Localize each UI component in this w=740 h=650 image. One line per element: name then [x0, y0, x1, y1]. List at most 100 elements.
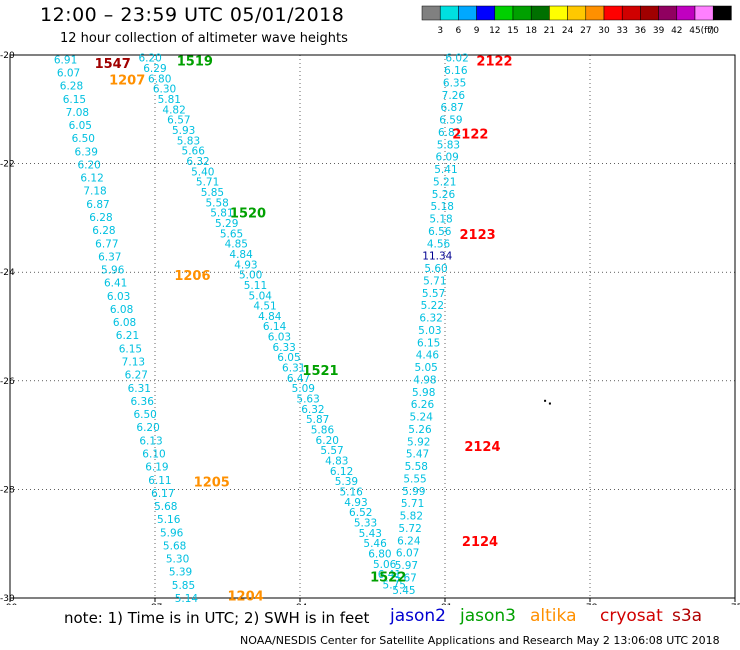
wave-height-value: 6.87: [440, 102, 463, 114]
wave-height-value: 6.80: [148, 73, 171, 85]
wave-height-value: 5.81: [210, 208, 233, 220]
map-frame: [9, 54, 736, 599]
legend-label: 70: [707, 26, 719, 36]
footer-credit: NOAA/NESDIS Center for Satellite Applica…: [240, 634, 720, 647]
wave-height-value: 5.04: [249, 290, 273, 302]
wave-height-value: 5.97: [395, 560, 418, 572]
wave-height-value: 5.26: [432, 189, 456, 201]
wave-height-value: 5.47: [406, 449, 429, 461]
pass-time-label: 1521: [302, 364, 338, 379]
wave-height-value: 6.14: [263, 321, 287, 333]
wave-height-value: 4.84: [229, 249, 253, 261]
wave-height-value: 6.30: [153, 84, 176, 96]
wave-height-value: 4.83: [325, 455, 348, 467]
wave-height-value: 5.58: [405, 461, 428, 473]
wave-height-value: 6.20: [136, 422, 159, 434]
legend-label: 33: [616, 26, 627, 36]
wave-height-value: 6.37: [98, 251, 121, 263]
wave-height-value: 5.85: [201, 187, 224, 199]
pass-time-label: 1207: [109, 73, 145, 88]
wave-height-value: 5.41: [434, 164, 457, 176]
wave-height-value: 6.41: [378, 569, 401, 581]
wave-height-value: 6.20: [77, 159, 100, 171]
wave-height-value: 7.26: [442, 90, 466, 102]
legend-unit: (ft): [701, 26, 715, 36]
island-dot: [548, 402, 551, 405]
legend-label: 6: [456, 26, 462, 36]
legend-label: 42: [671, 26, 682, 36]
wave-height-value: 6.50: [72, 133, 95, 145]
tick-label-lon: -75: [728, 603, 740, 605]
wave-height-value: 4.93: [234, 259, 257, 271]
wave-height-value: 4.93: [344, 497, 367, 509]
tick-label-lon: -81: [438, 603, 453, 605]
wave-height-value: 6.15: [417, 337, 440, 349]
wave-height-value: 6.07: [396, 548, 419, 560]
wave-height-value: 6.41: [104, 278, 127, 290]
wave-height-value: 11.34: [422, 251, 452, 263]
wave-height-value: 5.30: [166, 554, 189, 566]
legend-label: 15: [507, 26, 518, 36]
wave-height-value: 6.21: [116, 330, 139, 342]
wave-height-value: 6.59: [439, 115, 462, 127]
wave-height-value: 5.43: [359, 528, 382, 540]
wave-height-value: 6.16: [444, 65, 468, 77]
wave-height-value: 5.18: [429, 214, 452, 226]
wave-height-value: 5.57: [422, 288, 445, 300]
wave-height-value: 6.47: [287, 373, 310, 385]
pass-time-label: 2124: [462, 535, 498, 550]
wave-height-value: 6.20: [316, 435, 339, 447]
wave-height-value: 4.46: [416, 350, 440, 362]
wave-height-value: 6.29: [143, 63, 166, 75]
tick-label-lat: -30: [0, 594, 15, 604]
wave-height-value: 6.20: [138, 53, 161, 65]
wave-height-value: 6.13: [139, 435, 162, 447]
wave-height-value: 6.28: [60, 81, 83, 93]
mission-label-jason2: jason2: [390, 606, 446, 626]
wave-height-value: 4.56: [427, 238, 451, 250]
wave-height-color-legend: 3 6 9 12 15 18 21 24 27 30 33 36 39 42 45 70(ft): [421, 5, 732, 36]
wave-height-value: 6.09: [435, 152, 458, 164]
wave-height-value: 6.05: [69, 120, 92, 132]
legend-label: 27: [580, 26, 591, 36]
wave-height-value: 7.13: [122, 357, 145, 369]
wave-height-value: 4.98: [413, 374, 436, 386]
wave-height-value: 5.09: [292, 383, 315, 395]
wave-height-value: 5.63: [296, 394, 319, 406]
footer-note: note: 1) Time is in UTC; 2) SWH is in fe…: [64, 609, 370, 627]
wave-height-value: 5.46: [363, 538, 387, 550]
wave-height-value: 6.36: [131, 396, 155, 408]
mission-label-jason3: jason3: [460, 606, 516, 626]
wave-height-value: 6.24: [397, 535, 421, 547]
wave-height-value: 6.28: [92, 225, 115, 237]
wave-height-value: 6.87: [86, 199, 109, 211]
wave-height-value: 5.18: [431, 201, 454, 213]
mission-label-cryosat: cryosat: [600, 606, 663, 626]
wave-height-value: 6.19: [145, 462, 168, 474]
wave-height-value: 7.08: [66, 107, 89, 119]
wave-height-value: 6.39: [75, 146, 98, 158]
wave-height-value: 5.55: [403, 473, 426, 485]
wave-height-value: 5.00: [239, 270, 262, 282]
tick-label-lat: -20: [0, 51, 15, 61]
legend-label: 12: [489, 26, 500, 36]
wave-height-value: 5.16: [157, 514, 181, 526]
wave-height-value: 6.80: [368, 548, 391, 560]
wave-height-value: 6.57: [167, 115, 190, 127]
tick-label-lat: -26: [0, 377, 15, 387]
wave-height-value: 6.77: [95, 238, 118, 250]
wave-height-value: 5.83: [177, 135, 200, 147]
wave-height-value: 6.32: [301, 404, 324, 416]
wave-height-value: 6.32: [186, 156, 209, 168]
wave-height-value: 6.91: [54, 54, 77, 66]
wave-height-value: 6.33: [272, 342, 295, 354]
wave-height-value: 5.58: [205, 197, 228, 209]
wave-height-value: 6.02: [445, 53, 468, 65]
wave-height-value: 6.11: [148, 475, 171, 487]
tick-label-lon: -90: [3, 603, 18, 605]
wave-height-value: 5.68: [154, 501, 177, 513]
legend-label: 9: [474, 26, 480, 36]
tick-label-lat: -22: [0, 160, 15, 170]
wave-height-value: 5.71: [401, 498, 424, 510]
wave-height-value: 6.03: [107, 291, 130, 303]
